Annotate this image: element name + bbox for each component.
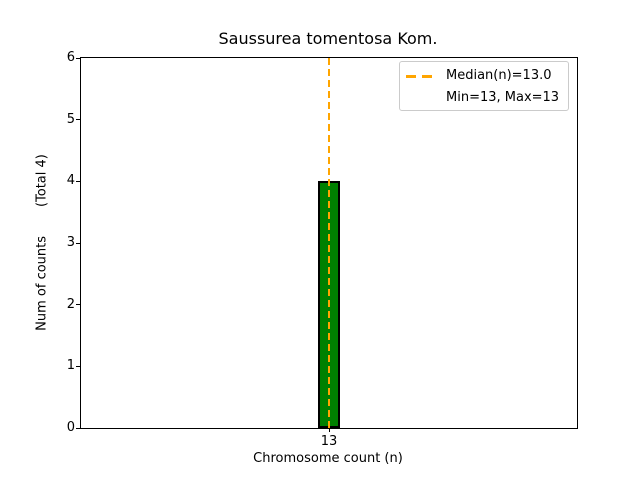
y-tick-mark xyxy=(76,427,80,429)
y-tick-label: 2 xyxy=(66,296,75,312)
y-tick-label: 5 xyxy=(66,111,75,127)
legend-label-minmax: Min=13, Max=13 xyxy=(446,90,560,105)
plot-area: 0 1 2 3 4 5 6 13 xyxy=(67,50,578,449)
legend-row-median: Median(n)=13.0 xyxy=(406,65,560,87)
x-tick-mark xyxy=(328,428,330,432)
y-tick-mark xyxy=(76,242,80,244)
x-axis-label: Chromosome count (n) xyxy=(253,451,403,466)
x-tick-label: 13 xyxy=(320,434,338,449)
y-tick-mark xyxy=(76,365,80,367)
y-tick-label: 4 xyxy=(66,173,75,189)
legend-row-minmax: Min=13, Max=13 xyxy=(406,87,560,109)
y-axis-label: Num of counts (Total 4) xyxy=(34,154,50,331)
y-tick-mark xyxy=(76,180,80,182)
y-tick-label: 3 xyxy=(66,235,75,250)
legend-label-median: Median(n)=13.0 xyxy=(446,68,552,83)
y-tick-mark xyxy=(76,304,80,306)
y-tick-label: 1 xyxy=(66,358,75,374)
y-tick-mark xyxy=(76,119,80,121)
legend-swatch-spacer xyxy=(406,97,436,100)
y-tick-label: 0 xyxy=(66,420,75,435)
y-tick-mark xyxy=(76,57,80,59)
chart-title: Saussurea tomentosa Kom. xyxy=(218,29,438,48)
median-dashed-line xyxy=(328,58,330,428)
y-tick-label: 6 xyxy=(66,50,75,65)
median-line-legend-swatch xyxy=(406,74,436,78)
legend: Median(n)=13.0 Min=13, Max=13 xyxy=(399,61,569,111)
